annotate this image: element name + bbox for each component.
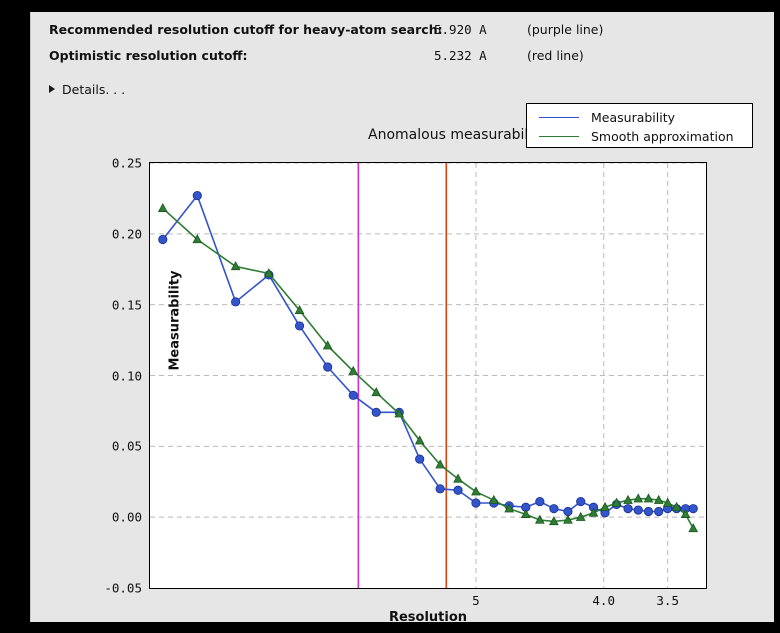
recommended-cutoff-value: 5.920 A	[434, 22, 487, 37]
plot-frame: Measurability Resolution 0.25 0.20 0.15 0.1…	[104, 156, 707, 625]
x-tick-label: 3.5	[656, 593, 679, 608]
chart-legend: Measurability Smooth approximation	[526, 103, 753, 148]
data-point-smooth-approximation	[520, 508, 531, 518]
data-point-measurability	[623, 504, 633, 514]
y-axis-label: Measurability	[167, 270, 183, 371]
y-tick-label: 0.05	[111, 438, 142, 454]
optimistic-cutoff-value: 5.232 A	[434, 48, 487, 63]
data-point-smooth-approximation	[662, 497, 673, 507]
data-point-smooth-approximation	[633, 493, 644, 503]
data-point-measurability	[415, 454, 425, 464]
triangle-right-icon	[49, 85, 55, 93]
data-point-measurability	[158, 234, 168, 245]
data-point-smooth-approximation	[653, 494, 664, 504]
plot-canvas	[150, 163, 706, 588]
legend-swatch-smooth-approximation	[539, 136, 579, 137]
recommended-cutoff-row: Recommended resolution cutoff for heavy-…	[49, 22, 749, 42]
data-point-smooth-approximation	[264, 268, 274, 278]
data-point-smooth-approximation	[489, 494, 499, 504]
data-point-smooth-approximation	[192, 234, 203, 244]
data-point-smooth-approximation	[348, 365, 359, 375]
data-point-measurability	[371, 407, 381, 417]
data-point-measurability	[654, 506, 664, 517]
chart-container: Anomalous measurability Measurability Re…	[31, 100, 775, 625]
data-point-smooth-approximation	[671, 501, 682, 511]
x-tick-label: 4.0	[592, 593, 615, 608]
data-point-smooth-approximation	[643, 493, 654, 503]
data-point-measurability	[643, 506, 654, 517]
data-point-smooth-approximation	[471, 486, 481, 496]
data-point-measurability	[471, 498, 481, 508]
x-tick-label: 5	[472, 593, 480, 608]
y-tick-label: 0.20	[111, 226, 142, 242]
data-point-smooth-approximation	[371, 387, 382, 397]
data-point-smooth-approximation	[230, 261, 241, 271]
data-point-smooth-approximation	[157, 202, 168, 212]
y-tick-label: 0.25	[111, 155, 142, 171]
data-point-smooth-approximation	[294, 304, 305, 314]
y-tick-label: 0.15	[111, 297, 142, 313]
data-point-measurability	[294, 321, 305, 331]
legend-label-measurability: Measurability	[591, 110, 676, 125]
data-point-smooth-approximation	[575, 511, 586, 521]
data-point-measurability	[549, 504, 559, 514]
x-axis-label: Resolution	[388, 610, 468, 625]
chart-title: Anomalous measurability	[368, 127, 546, 143]
y-tick-label: 0.10	[111, 368, 142, 383]
data-point-smooth-approximation	[623, 494, 633, 504]
data-point-smooth-approximation	[394, 408, 405, 418]
legend-item-smooth-approximation: Smooth approximation	[527, 127, 752, 146]
data-point-measurability	[688, 504, 698, 514]
data-point-measurability	[535, 496, 545, 507]
data-point-smooth-approximation	[414, 435, 425, 445]
y-tick-label: 0.00	[111, 509, 142, 525]
data-point-measurability	[348, 390, 358, 400]
data-point-smooth-approximation	[588, 507, 599, 517]
y-tick-label: -0.05	[104, 580, 142, 596]
data-point-measurability	[323, 362, 333, 372]
legend-swatch-measurability	[539, 117, 579, 118]
series-line-smooth-approximation	[162, 207, 694, 529]
data-point-smooth-approximation	[563, 514, 573, 524]
data-point-smooth-approximation	[680, 508, 691, 518]
data-point-measurability	[576, 496, 586, 507]
optimistic-cutoff-note: (red line)	[527, 48, 584, 63]
recommended-cutoff-note: (purple line)	[527, 22, 604, 37]
recommended-cutoff-label: Recommended resolution cutoff for heavy-…	[49, 22, 443, 37]
details-disclosure[interactable]: Details. . .	[49, 78, 125, 100]
data-point-smooth-approximation	[322, 340, 333, 350]
legend-label-smooth-approximation: Smooth approximation	[591, 129, 734, 144]
data-point-smooth-approximation	[535, 514, 545, 524]
data-point-smooth-approximation	[435, 459, 445, 469]
data-point-measurability	[231, 297, 241, 307]
data-point-measurability	[633, 505, 643, 515]
data-point-measurability	[563, 506, 573, 517]
data-point-measurability	[192, 190, 202, 201]
data-point-smooth-approximation	[611, 497, 622, 507]
details-label: Details. . .	[62, 81, 126, 97]
optimistic-cutoff-label: Optimistic resolution cutoff:	[49, 48, 248, 63]
series-line-measurability	[162, 194, 694, 514]
results-panel: Recommended resolution cutoff for heavy-…	[30, 12, 775, 625]
legend-item-measurability: Measurability	[527, 108, 752, 127]
data-point-measurability	[453, 485, 463, 495]
data-point-smooth-approximation	[600, 501, 610, 511]
data-point-measurability	[435, 484, 445, 494]
data-point-smooth-approximation	[549, 516, 559, 526]
data-point-smooth-approximation	[504, 503, 514, 513]
data-point-smooth-approximation	[688, 523, 699, 533]
optimistic-cutoff-row: Optimistic resolution cutoff: 5.232 A (r…	[49, 48, 749, 68]
data-point-smooth-approximation	[453, 473, 463, 483]
